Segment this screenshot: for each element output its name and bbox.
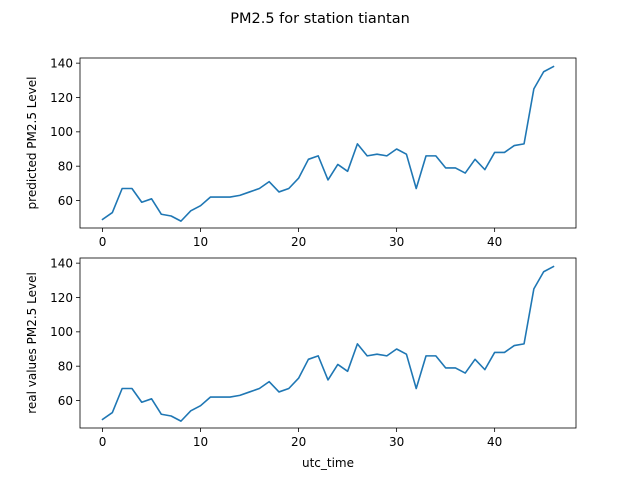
real-y-tick-label: 100 <box>50 325 73 339</box>
real-y-tick-label: 80 <box>58 359 73 373</box>
predicted-series-line <box>101 65 555 222</box>
predicted-x-tick-label: 20 <box>291 235 306 249</box>
real-x-tick-label: 0 <box>99 435 107 449</box>
predicted-y-tick-label: 140 <box>50 56 73 70</box>
predicted-x-tick-label: 40 <box>487 235 502 249</box>
real-x-tick-label: 30 <box>389 435 404 449</box>
real-series-line <box>101 265 555 422</box>
real-x-tick-label: 10 <box>193 435 208 449</box>
real-axes-frame <box>79 257 577 429</box>
predicted-x-tick-label: 10 <box>193 235 208 249</box>
predicted-y-tick-label: 60 <box>58 194 73 208</box>
real-x-tick-label: 20 <box>291 435 306 449</box>
real-x-axis-label: utc_time <box>302 456 354 470</box>
real-x-tick-label: 40 <box>487 435 502 449</box>
predicted-y-tick-label: 100 <box>50 125 73 139</box>
predicted-subplot: 0 10 20 30 40 60 80 100 120 140 predicted PM2.5 Le… <box>25 56 577 249</box>
predicted-axes-frame <box>79 57 577 229</box>
predicted-y-axis-label: predicted PM2.5 Level <box>25 77 39 210</box>
predicted-y-tick-label: 80 <box>58 159 73 173</box>
real-y-tick-label: 120 <box>50 291 73 305</box>
predicted-x-tick-label: 30 <box>389 235 404 249</box>
figure-title: PM2.5 for station tiantan <box>230 11 410 27</box>
predicted-x-tick-label: 0 <box>99 235 107 249</box>
real-values-subplot: 0 10 20 30 40 60 80 100 120 140 real values PM2.5 … <box>25 256 577 470</box>
real-y-axis-label: real values PM2.5 Level <box>25 272 39 414</box>
real-y-tick-label: 140 <box>50 256 73 270</box>
predicted-y-tick-label: 120 <box>50 91 73 105</box>
real-y-tick-label: 60 <box>58 394 73 408</box>
